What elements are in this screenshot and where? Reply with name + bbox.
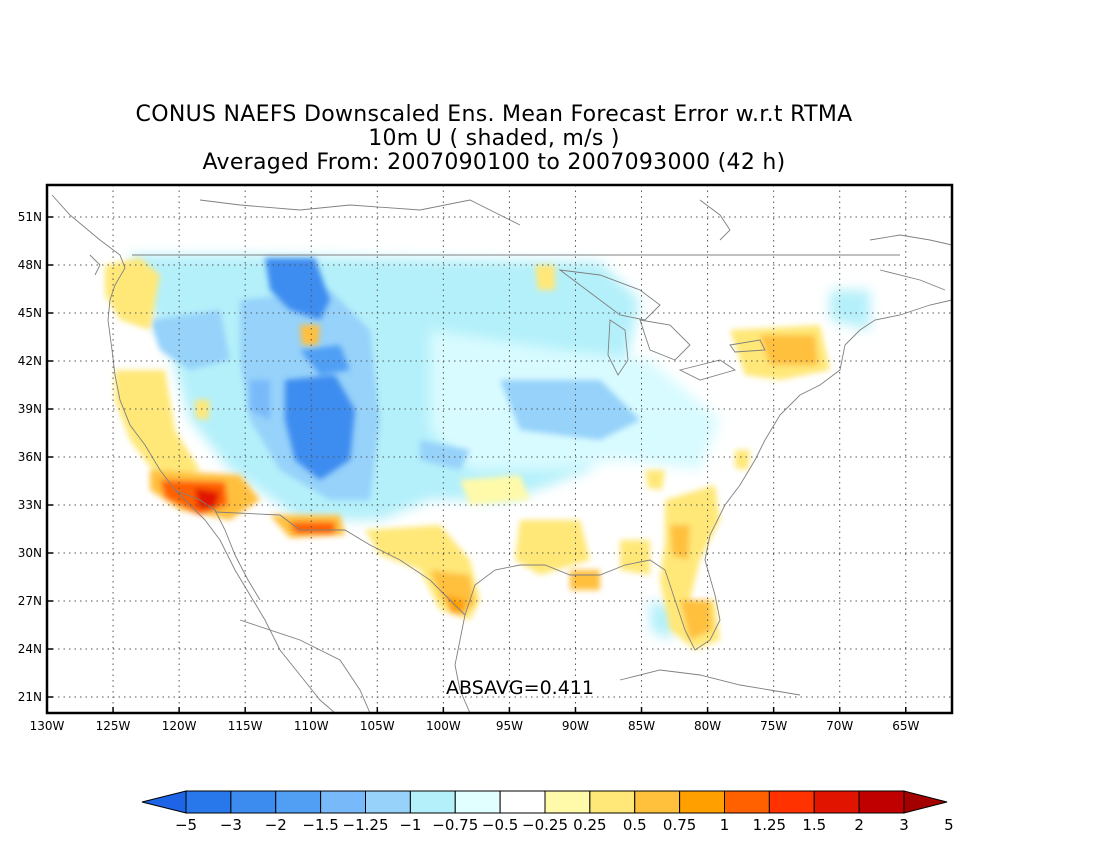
lat-tick-label: 45N <box>18 306 42 320</box>
colorbar-swatch <box>320 790 366 814</box>
colorbar-label: 1.5 <box>802 816 826 834</box>
lat-tick-label: 30N <box>18 546 42 560</box>
vancouver-island <box>89 254 101 276</box>
lon-tick-label: 125W <box>96 719 131 733</box>
map-outlines <box>51 194 952 713</box>
longitude-labels: 130W 125W 120W 115W 110W 105W 100W 95W 90W 85W 80W… <box>30 707 919 733</box>
nova-scotia-coast <box>879 269 946 291</box>
colorbar-swatch <box>409 790 456 814</box>
colorbar-label: 5 <box>944 816 954 834</box>
lat-tick-label: 24N <box>18 642 42 656</box>
lake-ontario <box>729 339 766 353</box>
gulf-atlantic-coast <box>464 344 846 651</box>
colorbar-swatch <box>724 790 770 814</box>
mexico-gulf-coast <box>454 614 471 713</box>
colorbar: −5 −3 −2 −1.5 −1.25 −1 −0.75 −0.5 −0.25 0.25 0.5 0.… <box>141 790 954 834</box>
colorbar-label: 0.5 <box>623 816 647 834</box>
cuba-outline <box>619 669 801 696</box>
lon-tick-label: 110W <box>294 719 329 733</box>
lat-tick-label: 42N <box>18 354 42 368</box>
lat-tick-label: 21N <box>18 690 42 704</box>
colorbar-swatch <box>544 790 591 814</box>
map-subtitle-variable: 10m U ( shaded, m/s ) <box>368 126 620 151</box>
colorbar-label: −0.75 <box>432 816 478 834</box>
lon-tick-label: 80W <box>694 719 721 733</box>
new-england-coast <box>844 299 952 346</box>
latitude-labels: 21N 24N 27N 30N 33N 36N 39N 42N 45N 48N 51N <box>18 210 53 704</box>
colorbar-label: −2 <box>265 816 287 834</box>
colorbar-label: −1 <box>399 816 421 834</box>
colorbar-swatch <box>454 790 501 814</box>
lon-tick-label: 105W <box>360 719 395 733</box>
quebec-coast <box>869 234 952 246</box>
lat-tick-label: 27N <box>18 594 42 608</box>
colorbar-label: 0.25 <box>573 816 606 834</box>
lon-tick-label: 130W <box>30 719 65 733</box>
map-subtitle-period: Averaged From: 2007090100 to 2007093000 … <box>202 150 786 175</box>
absavg-annotation: ABSAVG=0.411 <box>446 677 594 699</box>
colorbar-swatch <box>185 790 232 814</box>
lat-tick-label: 51N <box>18 210 42 224</box>
lon-tick-label: 100W <box>426 719 461 733</box>
colorbar-swatch <box>858 790 905 814</box>
lake-huron <box>639 319 691 361</box>
lake-erie <box>678 359 737 381</box>
colorbar-swatch <box>230 790 277 814</box>
colorbar-label: 0.75 <box>663 816 696 834</box>
plot-frame <box>45 183 954 715</box>
lon-tick-label: 75W <box>760 719 787 733</box>
colorbar-swatch <box>365 790 411 814</box>
colorbar-swatch <box>813 790 860 814</box>
lat-tick-label: 36N <box>18 450 42 464</box>
colorbar-swatch <box>768 790 815 814</box>
lon-tick-label: 70W <box>826 719 853 733</box>
lat-tick-label: 39N <box>18 402 42 416</box>
lon-tick-label: 85W <box>628 719 655 733</box>
lon-tick-label: 115W <box>228 719 263 733</box>
field-positive <box>105 258 830 650</box>
baja-gulf-coast <box>174 489 261 601</box>
lat-tick-label: 48N <box>18 258 42 272</box>
colorbar-label: −3 <box>220 816 242 834</box>
lake-michigan <box>607 319 629 376</box>
grid-lines <box>47 185 952 713</box>
hudson-bay-edge <box>699 199 731 241</box>
lon-tick-label: 95W <box>496 719 523 733</box>
field-dark-blue <box>250 258 355 480</box>
colorbar-swatch <box>275 790 322 814</box>
colorbar-swatch <box>589 790 636 814</box>
mexico-west-interior <box>239 619 371 713</box>
colorbar-label: 1 <box>720 816 730 834</box>
canada-lakes-1 <box>199 199 521 226</box>
lon-tick-label: 90W <box>562 719 589 733</box>
colorbar-swatch <box>499 790 546 814</box>
colorbar-label: 2 <box>854 816 864 834</box>
colorbar-swatch <box>634 790 681 814</box>
colorbar-extend-high <box>903 790 948 814</box>
colorbar-label: −0.5 <box>482 816 518 834</box>
colorbar-label: −1.25 <box>343 816 389 834</box>
lon-tick-label: 120W <box>162 719 197 733</box>
colorbar-label: 1.25 <box>753 816 786 834</box>
lon-tick-label: 65W <box>892 719 919 733</box>
colorbar-label: −1.5 <box>302 816 338 834</box>
colorbar-label: 3 <box>899 816 909 834</box>
map-title: CONUS NAEFS Downscaled Ens. Mean Forecas… <box>135 102 853 127</box>
west-coastline <box>51 194 336 713</box>
colorbar-swatch <box>679 790 725 814</box>
colorbar-label: −0.25 <box>522 816 568 834</box>
colorbar-extend-low <box>141 790 187 814</box>
colorbar-label: −5 <box>175 816 197 834</box>
lat-tick-label: 33N <box>18 498 42 512</box>
